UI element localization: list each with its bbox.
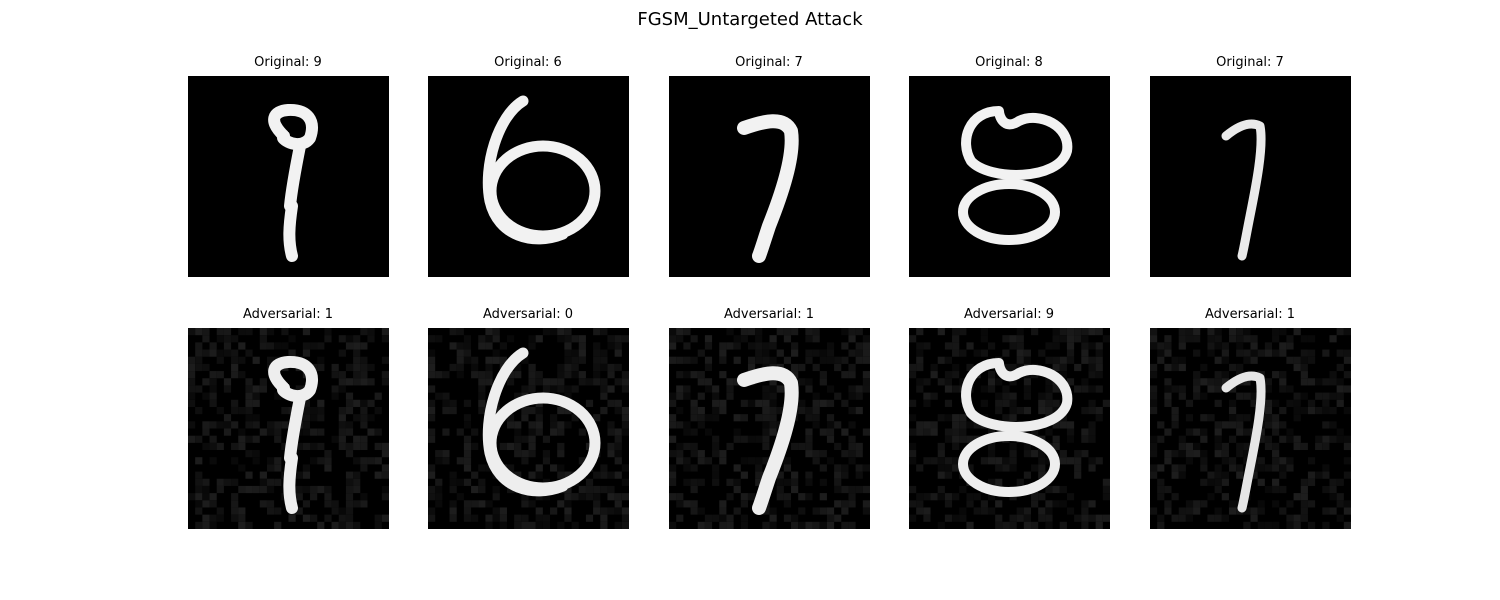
panel-title-adversarial-3: Adversarial: 1 xyxy=(723,307,814,322)
digit-6-image xyxy=(482,95,601,245)
panel-title-original-4: Original: 8 xyxy=(975,55,1043,70)
digit-8-image xyxy=(958,106,1073,245)
panel-title-original-3: Original: 7 xyxy=(735,55,803,70)
digit-9-noisy-image xyxy=(188,328,389,529)
panel-title-adversarial-1: Adversarial: 1 xyxy=(242,307,333,322)
panel-title-adversarial-2: Adversarial: 0 xyxy=(482,307,573,322)
image-original-3 xyxy=(669,76,870,277)
digit-7-noisy-image xyxy=(669,328,870,529)
digit-7-noisy-image xyxy=(1150,328,1351,529)
panel-title-original-2: Original: 6 xyxy=(494,55,562,70)
panel-title-adversarial-5: Adversarial: 1 xyxy=(1204,307,1295,322)
image-original-2 xyxy=(428,76,629,277)
image-adversarial-3 xyxy=(669,328,870,529)
figure-title: FGSM_Untargeted Attack xyxy=(637,9,863,30)
image-adversarial-2 xyxy=(428,328,629,529)
image-adversarial-4 xyxy=(909,328,1110,529)
panel-title-adversarial-4: Adversarial: 9 xyxy=(963,307,1054,322)
image-adversarial-5 xyxy=(1150,328,1351,529)
image-original-4 xyxy=(909,76,1110,277)
digit-6-noisy-image xyxy=(428,328,629,529)
digit-8-noisy-image xyxy=(909,328,1110,529)
panel-title-original-1: Original: 9 xyxy=(254,55,322,70)
image-adversarial-1 xyxy=(188,328,389,529)
digit-7-image xyxy=(737,114,799,263)
image-original-1 xyxy=(188,76,389,277)
digit-9-image xyxy=(268,104,318,262)
panel-title-original-5: Original: 7 xyxy=(1216,55,1284,70)
image-original-5 xyxy=(1150,76,1351,277)
digit-7-image xyxy=(1221,119,1266,261)
